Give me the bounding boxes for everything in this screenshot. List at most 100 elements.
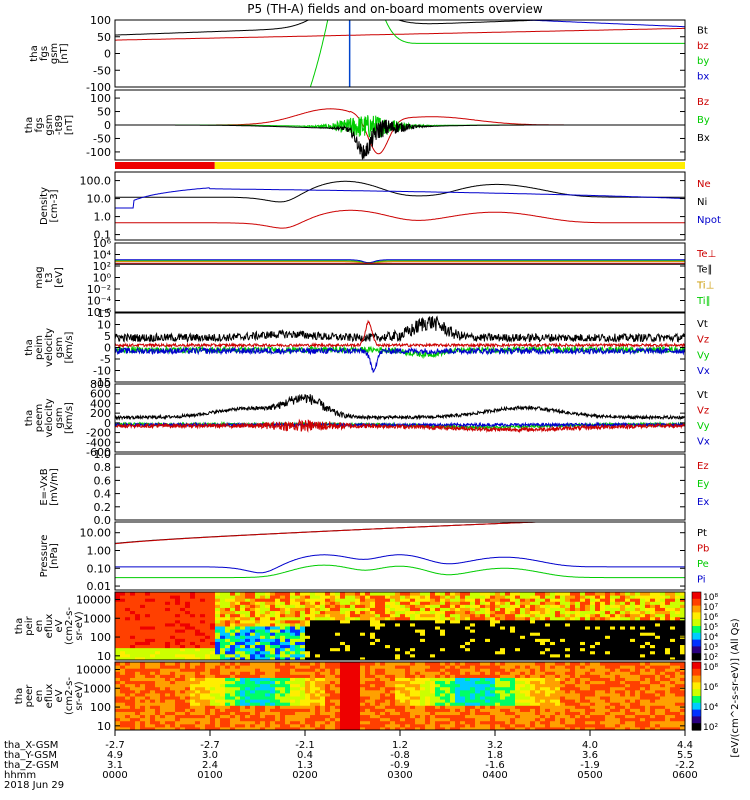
peer_spec-cell — [480, 662, 486, 666]
peir_spec-cell — [415, 607, 421, 612]
peir_spec-cell — [460, 650, 466, 655]
peer_spec-cell — [315, 702, 321, 706]
peer_spec-cell — [400, 720, 406, 725]
peir_spec-cell — [555, 632, 561, 636]
peir_spec-cell — [250, 610, 256, 615]
peir_spec-cell — [295, 653, 301, 658]
peir_spec-cell — [385, 616, 391, 621]
peir_spec-cell — [170, 601, 176, 605]
peer_spec-cell — [350, 665, 356, 669]
peer_spec-cell — [125, 680, 131, 685]
y-tick-label: 0.1 — [94, 229, 112, 242]
peer_spec-cell — [295, 702, 301, 706]
peer_spec-cell — [525, 689, 531, 694]
peir_spec-cell — [490, 607, 496, 612]
peir_spec-cell — [445, 619, 451, 624]
peir_spec-cell — [465, 638, 471, 642]
peir_spec-cell — [390, 641, 396, 646]
peer_spec-cell — [585, 705, 591, 709]
peir_spec-cell — [205, 610, 211, 615]
peir_spec-cell — [300, 610, 306, 615]
peir_spec-cell — [310, 656, 316, 660]
peir_spec-cell — [460, 598, 466, 602]
peir_spec-cell — [610, 595, 616, 599]
peir_spec-cell — [145, 629, 151, 633]
peer_spec-cell — [525, 717, 531, 722]
peer_spec-cell — [215, 662, 221, 666]
peir_spec-cell — [240, 607, 246, 612]
peir_spec-cell — [670, 656, 676, 660]
peer_spec-cell — [365, 674, 371, 678]
peir_spec-cell — [125, 626, 131, 630]
peer_spec-cell — [135, 711, 141, 716]
peir_spec-cell — [410, 647, 416, 652]
y-axis-label-line: peim — [34, 335, 45, 360]
peir_spec-cell — [425, 610, 431, 615]
peir_spec-cell — [180, 653, 186, 658]
peir_spec-cell — [585, 644, 591, 649]
density-ni — [115, 180, 685, 203]
peir_spec-cell — [280, 656, 286, 660]
peer_spec-cell — [300, 717, 306, 722]
peir_spec-cell — [125, 619, 131, 624]
peer_spec-cell — [200, 680, 206, 685]
peer_spec-cell — [460, 665, 466, 669]
peer_spec-cell — [145, 699, 151, 703]
peer_spec-cell — [570, 683, 576, 688]
peir_spec-cell — [165, 626, 171, 630]
fgs-by — [309, 20, 685, 87]
peir_spec-cell — [525, 641, 531, 646]
peer_spec-cell — [415, 668, 421, 672]
peer_spec-cell — [455, 696, 461, 700]
peir_spec-cell — [125, 595, 131, 599]
peir_spec-cell — [340, 598, 346, 602]
peir_spec-cell — [280, 613, 286, 618]
peer_spec-cell — [370, 692, 376, 697]
peer_spec-cell — [440, 723, 446, 728]
peer_spec-cell — [565, 674, 571, 678]
peir_spec-cell — [515, 613, 521, 618]
peer_spec-cell — [360, 726, 366, 730]
peir_spec-cell — [680, 604, 685, 608]
peer_spec-cell — [420, 671, 426, 675]
peer_spec-cell — [180, 711, 186, 716]
peer_spec-cell — [155, 714, 161, 719]
peir_spec-cell — [465, 595, 471, 599]
peer_spec-cell — [410, 662, 416, 666]
peir_spec-cell — [475, 610, 481, 615]
peir_spec-cell — [460, 607, 466, 612]
peir_spec-cell — [220, 641, 226, 646]
peir_spec-cell — [630, 641, 636, 646]
y-tick-label: 10² — [93, 260, 111, 273]
peer_spec-cell — [450, 723, 456, 728]
peir_spec-cell — [440, 607, 446, 612]
peer_spec-cell — [285, 702, 291, 706]
peer_spec-cell — [195, 705, 201, 709]
peir_spec-cell — [535, 619, 541, 624]
peer_spec-cell — [460, 723, 466, 728]
peer_spec-cell — [315, 683, 321, 688]
peir_spec-cell — [445, 644, 451, 649]
peir_spec-cell — [125, 638, 131, 642]
peir_spec-cell — [260, 613, 266, 618]
peer_spec-cell — [225, 711, 231, 716]
peer_spec-cell — [305, 668, 311, 672]
peir_spec-cell — [535, 632, 541, 636]
peir_spec-cell — [195, 610, 201, 615]
peir_spec-cell — [630, 638, 636, 642]
peir_spec-cell — [435, 616, 441, 621]
peir_spec-cell — [385, 626, 391, 630]
peir_spec-cell — [130, 604, 136, 608]
peer_spec-cell — [575, 711, 581, 716]
peer_spec-cell — [315, 665, 321, 669]
peir_spec-cell — [165, 613, 171, 618]
peer_spec-cell — [530, 717, 536, 722]
y-axis-label-line: gsm — [54, 407, 65, 428]
peir_spec-cell — [290, 638, 296, 642]
peer_spec-cell — [565, 683, 571, 688]
peir_spec-cell — [230, 635, 236, 639]
peer_spec-cell — [465, 717, 471, 722]
peer_spec-cell — [340, 720, 346, 725]
peir_spec-cell — [195, 644, 201, 649]
